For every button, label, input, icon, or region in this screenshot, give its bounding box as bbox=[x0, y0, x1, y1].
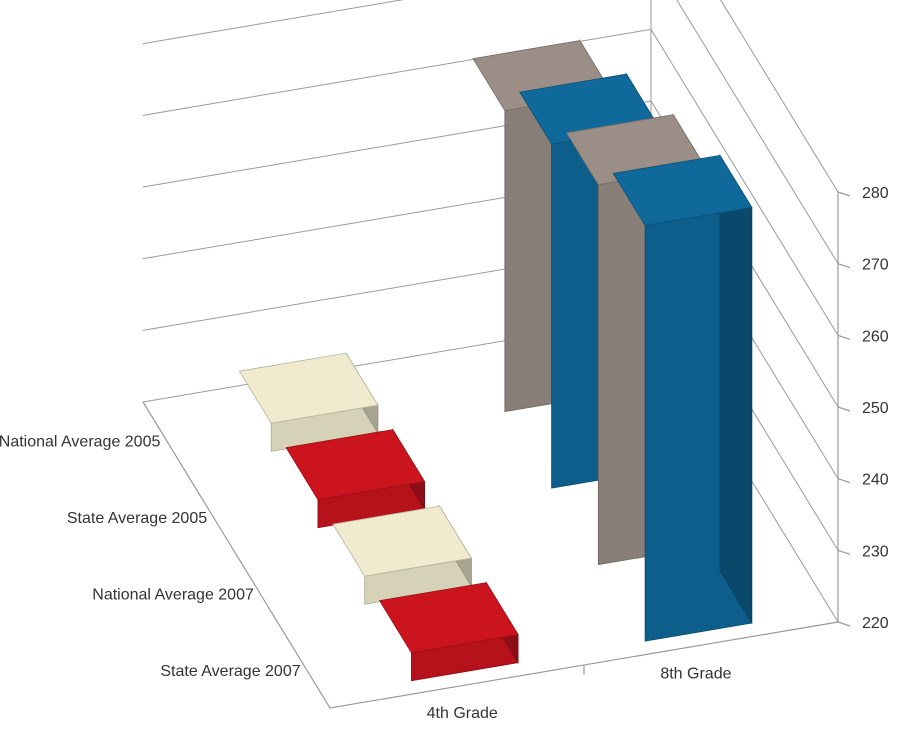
series-axis-labels: National Average 2005 State Average 2005 N… bbox=[0, 433, 301, 680]
category-label: 8th Grade bbox=[660, 665, 731, 682]
y-tick-label: 250 bbox=[862, 400, 889, 417]
series-label: State Average 2005 bbox=[67, 510, 207, 527]
y-tick-label: 280 bbox=[862, 185, 889, 202]
y-tick-label: 240 bbox=[862, 472, 889, 489]
y-tick-mark bbox=[837, 263, 851, 269]
y-tick-label: 220 bbox=[862, 615, 889, 632]
side-gridline bbox=[720, 0, 839, 193]
y-tick-mark bbox=[837, 478, 851, 484]
bar-4th-grade-series-3 bbox=[332, 504, 472, 605]
side-gridline bbox=[676, 0, 839, 264]
y-axis-ticks: 220 230 240 250 260 270 280 bbox=[862, 185, 889, 632]
y-tick-label: 270 bbox=[862, 257, 889, 274]
category-label: 4th Grade bbox=[427, 705, 498, 722]
y-tick-mark bbox=[837, 549, 851, 555]
y-tick-label: 230 bbox=[862, 543, 889, 560]
y-tick-mark bbox=[837, 191, 851, 197]
series-label: National Average 2007 bbox=[92, 586, 254, 603]
floor-edge bbox=[142, 401, 839, 709]
chart-bars bbox=[238, 39, 753, 682]
y-tick-label: 260 bbox=[862, 328, 889, 345]
back-gridline bbox=[142, 0, 404, 45]
y-tick-mark bbox=[837, 621, 851, 627]
category-axis-labels: 4th Grade 8th Grade bbox=[427, 665, 732, 722]
side-gridline bbox=[650, 29, 839, 336]
bar-8th-grade-series-4 bbox=[612, 153, 753, 642]
y-tick-mark bbox=[837, 334, 851, 340]
series-label: State Average 2007 bbox=[160, 663, 300, 680]
bar-4th-grade-series-1 bbox=[238, 351, 379, 452]
y-tick-mark bbox=[837, 406, 851, 412]
series-label: National Average 2005 bbox=[0, 433, 160, 450]
bar-4th-grade-series-4 bbox=[378, 581, 519, 682]
